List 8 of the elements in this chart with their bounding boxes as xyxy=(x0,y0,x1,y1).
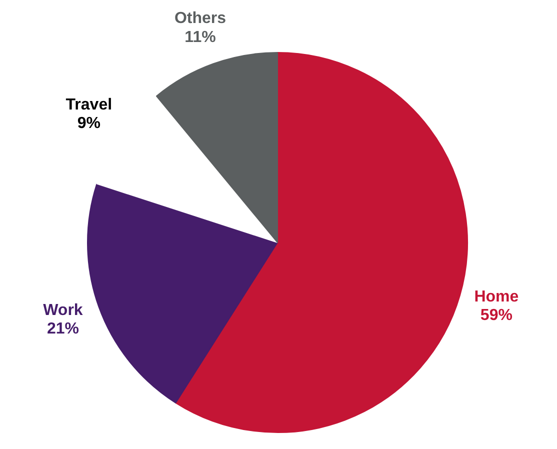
data-label: 59% xyxy=(480,306,512,324)
data-label: 21% xyxy=(46,320,79,338)
data-label: 9% xyxy=(77,115,100,132)
slice-label: Travel xyxy=(66,96,112,114)
data-label: 11% xyxy=(184,28,216,46)
slice-label: Work xyxy=(43,302,83,319)
slice-label: Home xyxy=(474,288,519,306)
slice-label: Others xyxy=(174,10,226,28)
